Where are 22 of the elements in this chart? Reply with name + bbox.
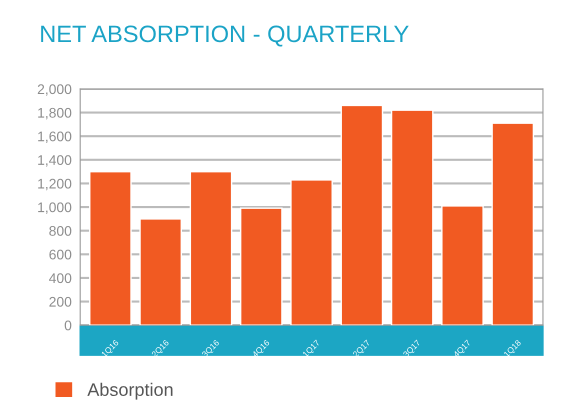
legend-label: Absorption [87,382,172,400]
y-tick-label: 200 [49,296,72,307]
bar [139,218,182,326]
y-tick-label: 1,400 [38,155,72,167]
y-tick-label: 400 [49,273,72,284]
bar [441,205,484,326]
bar [340,104,384,326]
bar [290,179,333,326]
y-tick-label: 1,000 [38,202,72,214]
y-tick-label: 2,000 [38,84,72,96]
y-tick-label: 0 [64,320,72,330]
bar [190,170,232,326]
bar [89,170,132,326]
y-tick-label: 1,200 [38,178,72,190]
bar [390,110,434,326]
bar [491,122,534,326]
y-tick-label: 1,600 [38,132,72,143]
y-tick-label: 800 [49,226,72,236]
y-tick-label: 1,800 [38,108,72,120]
y-tick-label: 600 [49,250,72,260]
bar [240,208,283,326]
chart-title: NET ABSORPTION - QUARTERLY [41,26,409,46]
